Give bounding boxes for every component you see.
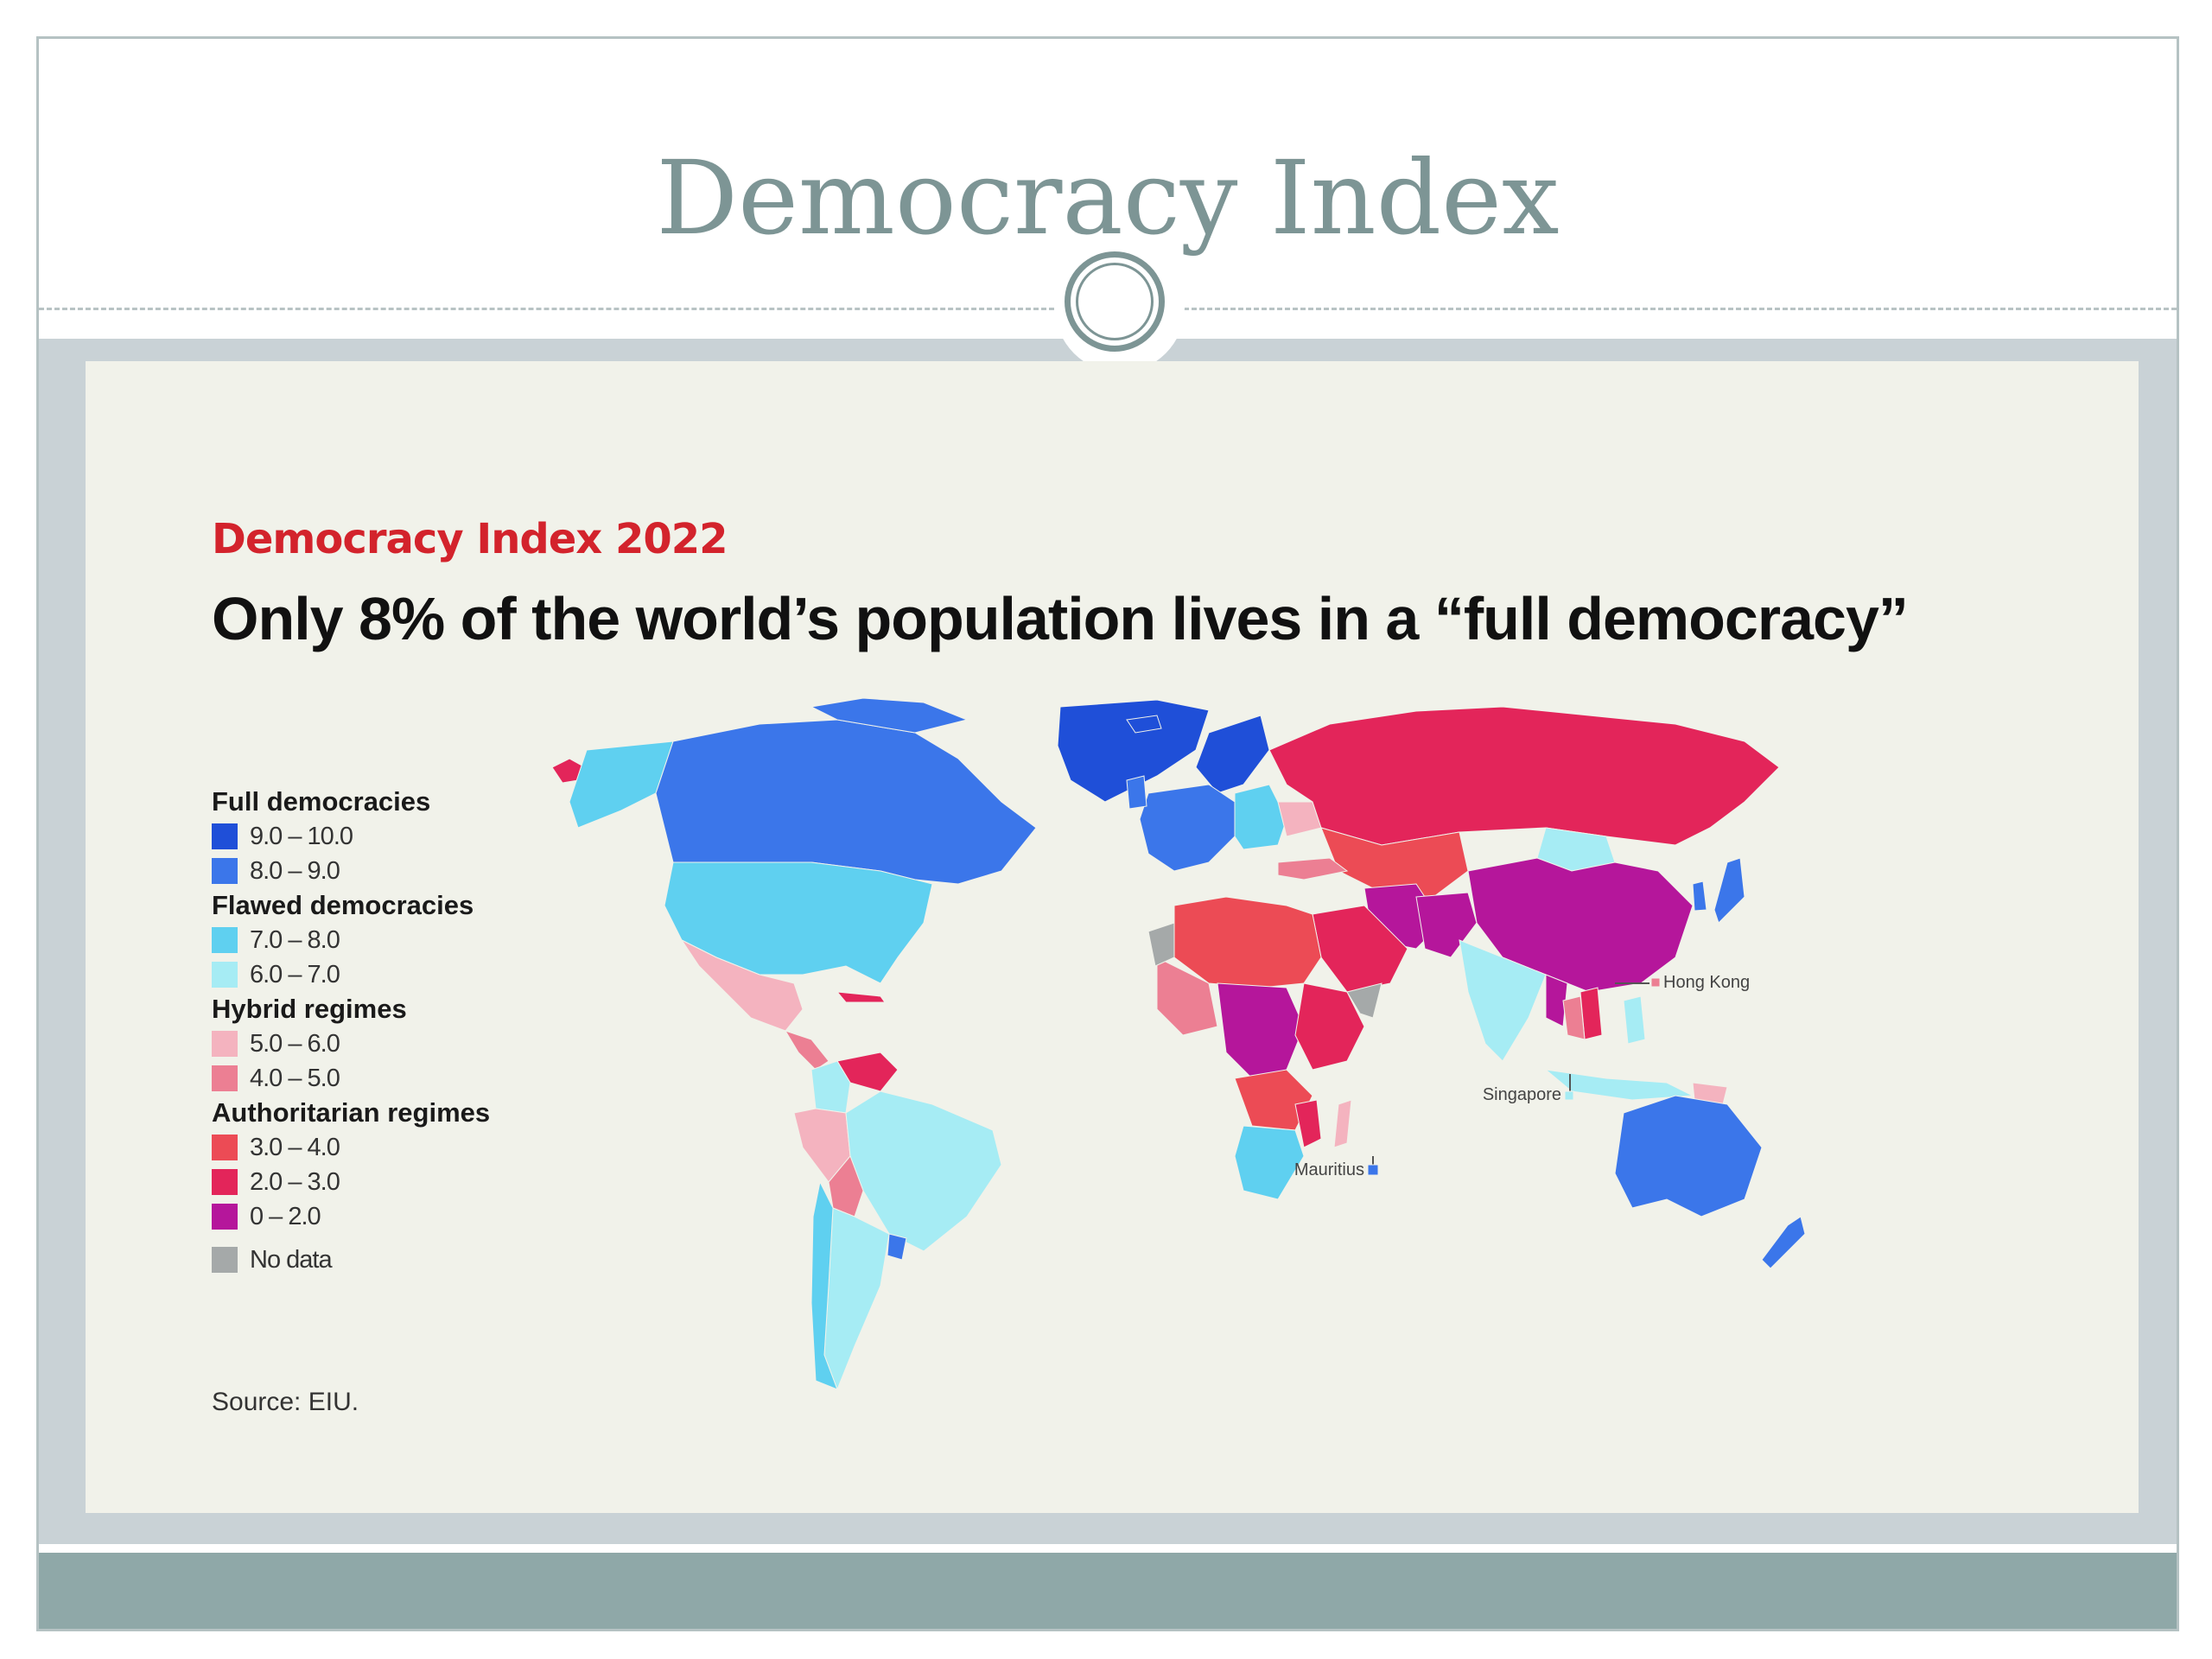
legend-group-title: Flawed democracies — [212, 890, 474, 920]
colombia — [810, 1060, 851, 1114]
title-divider-right — [1184, 308, 2177, 310]
kazakhstan — [1320, 827, 1469, 898]
north-africa — [1173, 896, 1322, 988]
legend-item: 6.0 – 7.0 — [212, 957, 490, 992]
alaska-us — [569, 741, 674, 829]
callout-hong-kong: Hong Kong — [1615, 973, 1750, 992]
singapore-marker — [1564, 1090, 1574, 1101]
mozambique — [1294, 1099, 1322, 1148]
argentina — [823, 1207, 890, 1391]
legend-label: 7.0 – 8.0 — [250, 925, 340, 954]
legend-item: 8.0 – 9.0 — [212, 854, 490, 888]
legend-swatch — [212, 1247, 238, 1273]
title-divider-left — [39, 308, 1054, 310]
legend-label: 5.0 – 6.0 — [250, 1029, 340, 1058]
legend-hybrid-regimes: Hybrid regimes 5.0 – 6.0 4.0 – 5.0 — [212, 992, 490, 1096]
bolivia — [828, 1155, 864, 1217]
legend-swatch — [212, 1204, 238, 1230]
legend-group-title: Hybrid regimes — [212, 994, 407, 1024]
madagascar — [1333, 1099, 1352, 1148]
chile — [810, 1180, 838, 1390]
legend-swatch — [212, 1065, 238, 1091]
japan — [1713, 857, 1745, 924]
figure-headline: Only 8% of the world’s population lives … — [212, 585, 1909, 652]
hong-kong-marker — [1650, 977, 1661, 988]
arctic-islands — [810, 698, 969, 734]
callout-label-singapore: Singapore — [1483, 1085, 1561, 1104]
mexico — [680, 938, 804, 1032]
eastern-europe — [1234, 784, 1287, 850]
legend-label: 8.0 – 9.0 — [250, 856, 340, 885]
central-america — [784, 1030, 830, 1071]
legend-label: 9.0 – 10.0 — [250, 822, 353, 850]
legend-item: 9.0 – 10.0 — [212, 819, 490, 854]
legend-item: 0 – 2.0 — [212, 1199, 490, 1234]
cuba — [836, 991, 886, 1003]
legend-group-title: Full democracies — [212, 786, 431, 817]
callout-label-mauritius: Mauritius — [1294, 1160, 1364, 1179]
legend-group-title: Authoritarian regimes — [212, 1097, 491, 1128]
map-legend: Full democracies 9.0 – 10.0 8.0 – 9.0 Fl… — [212, 785, 490, 1277]
legend-full-democracies: Full democracies 9.0 – 10.0 8.0 – 9.0 — [212, 785, 490, 888]
footer-band — [39, 1553, 2177, 1629]
legend-swatch — [212, 858, 238, 884]
legend-label: 2.0 – 3.0 — [250, 1167, 340, 1196]
legend-item: 2.0 – 3.0 — [212, 1165, 490, 1199]
uk — [1126, 775, 1147, 810]
legend-swatch — [212, 1031, 238, 1057]
legend-swatch — [212, 823, 238, 849]
legend-no-data: No data — [212, 1243, 490, 1277]
western-sahara — [1147, 922, 1175, 967]
world-map: Hong Kong Singapore Mauritius — [552, 698, 1806, 1391]
legend-item: 5.0 – 6.0 — [212, 1027, 490, 1061]
callout-label-hong-kong: Hong Kong — [1663, 973, 1750, 992]
legend-item: 3.0 – 4.0 — [212, 1130, 490, 1165]
legend-swatch — [212, 1169, 238, 1195]
callout-singapore: Singapore — [1483, 1074, 1574, 1104]
south-africa — [1234, 1125, 1305, 1200]
turkey — [1277, 857, 1349, 880]
divider-ring-icon — [1065, 251, 1165, 352]
legend-label: 0 – 2.0 — [250, 1202, 321, 1230]
legend-label: No data — [250, 1245, 333, 1274]
russia — [1268, 706, 1780, 846]
legend-item: 4.0 – 5.0 — [212, 1061, 490, 1096]
australia — [1614, 1095, 1763, 1217]
legend-item: 7.0 – 8.0 — [212, 923, 490, 957]
mauritius-marker — [1367, 1164, 1379, 1176]
figure-kicker: Democracy Index 2022 — [212, 515, 728, 563]
iceland — [1126, 715, 1162, 734]
slide: Democracy Index Democracy Index 2022 Onl… — [36, 36, 2179, 1631]
legend-swatch — [212, 927, 238, 953]
horn-of-africa — [1346, 982, 1382, 1019]
legend-swatch — [212, 962, 238, 988]
myanmar — [1545, 974, 1568, 1027]
philippines — [1623, 995, 1646, 1045]
canada — [655, 719, 1037, 885]
legend-flawed-democracies: Flawed democracies 7.0 – 8.0 6.0 – 7.0 — [212, 888, 490, 992]
democracy-map-figure: Democracy Index 2022 Only 8% of the worl… — [86, 361, 2139, 1513]
figure-source: Source: EIU. — [212, 1388, 359, 1416]
legend-label: 3.0 – 4.0 — [250, 1133, 340, 1161]
callout-mauritius: Mauritius — [1294, 1156, 1379, 1179]
legend-authoritarian-regimes: Authoritarian regimes 3.0 – 4.0 2.0 – 3.… — [212, 1096, 490, 1234]
uruguay — [887, 1233, 907, 1261]
scandinavia — [1195, 715, 1270, 794]
new-zealand — [1761, 1216, 1806, 1269]
greenland — [1057, 699, 1210, 803]
india — [1459, 939, 1547, 1062]
west-africa — [1156, 957, 1218, 1036]
legend-label: 6.0 – 7.0 — [250, 960, 340, 988]
central-africa — [1217, 982, 1305, 1079]
thailand — [1562, 995, 1586, 1040]
slide-title: Democracy Index — [656, 138, 1560, 257]
legend-label: 4.0 – 5.0 — [250, 1064, 340, 1092]
western-europe — [1139, 784, 1236, 872]
korea — [1692, 880, 1707, 912]
legend-swatch — [212, 1135, 238, 1160]
